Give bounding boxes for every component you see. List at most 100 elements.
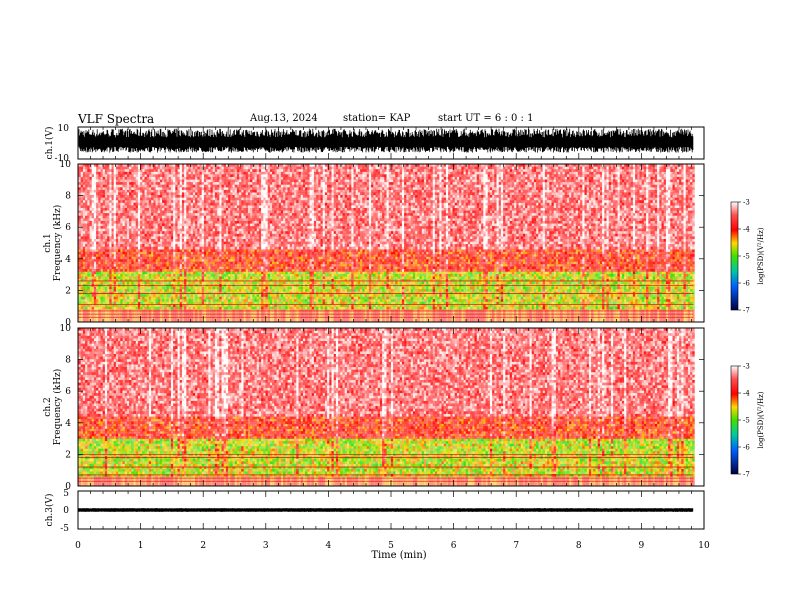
spectrogram-cell	[89, 223, 92, 227]
spectrogram-cell	[98, 195, 101, 198]
spectrogram-cell	[241, 256, 244, 260]
spectrogram-cell	[239, 233, 242, 237]
spectrogram-cell	[234, 244, 238, 247]
spectrogram-cell	[144, 169, 147, 172]
spectrogram-cell	[120, 254, 123, 257]
spectrogram-cell	[135, 223, 139, 227]
spectrogram-cell	[135, 291, 139, 295]
spectrogram-cell	[120, 189, 123, 193]
spectrogram-cell	[256, 271, 260, 275]
spectrogram-cell	[102, 281, 106, 285]
spectrogram-cell	[155, 289, 158, 292]
spectrogram-cell	[254, 202, 257, 206]
spectrogram-cell	[232, 301, 235, 305]
spectrogram-cell	[107, 254, 110, 257]
spectrogram-cell	[126, 281, 130, 285]
spectrogram-cell	[217, 192, 220, 196]
spectrogram-cell	[212, 202, 216, 206]
spectrogram-cell	[82, 271, 86, 275]
spectrogram-cell	[151, 228, 154, 232]
spectrogram-cell	[137, 281, 141, 285]
spectrogram-cell	[131, 249, 134, 252]
spectrogram-cell	[228, 223, 231, 227]
spectrogram-cell	[87, 197, 90, 201]
spectrogram-cell	[214, 169, 218, 172]
spectrogram-cell	[120, 208, 123, 211]
spectrogram-cell	[153, 174, 156, 178]
spectrogram-cell	[157, 215, 161, 219]
spectrogram-cell	[115, 279, 119, 282]
spectrogram-cell	[261, 264, 264, 267]
spectrogram-cell	[89, 249, 92, 252]
spectrogram-cell	[104, 294, 108, 297]
spectrogram-cell	[195, 236, 198, 240]
spectrogram-cell	[137, 269, 141, 272]
spectrogram-cell	[256, 296, 260, 300]
spectrogram-cell	[166, 296, 169, 300]
spectrogram-cell	[137, 296, 141, 300]
spectrogram-cell	[214, 166, 218, 170]
spectrogram-cell	[104, 266, 108, 270]
spectrogram-cell	[96, 246, 99, 250]
spectrogram-cell	[197, 228, 200, 232]
spectrogram-cell	[78, 286, 81, 290]
spectrogram-cell	[208, 289, 211, 292]
spectrogram-cell	[210, 249, 213, 252]
spectrogram-cell	[173, 179, 176, 183]
spectrogram-cell	[188, 187, 191, 191]
spectrogram-cell	[181, 236, 185, 240]
spectrogram-cell	[87, 261, 90, 265]
spectrogram-cell	[107, 171, 110, 175]
spectrogram-cell	[228, 189, 231, 193]
spectrogram-cell	[217, 301, 220, 305]
spectrogram-cell	[228, 233, 231, 237]
spectrogram-cell	[258, 195, 262, 198]
spectrogram-cell	[151, 269, 154, 272]
spectrogram-cell	[170, 208, 174, 211]
spectrogram-cell	[100, 213, 103, 216]
spectrogram-cell	[214, 218, 218, 222]
spectrogram-cell	[210, 220, 213, 224]
spectrogram-cell	[201, 228, 205, 232]
spectrogram-cell	[179, 187, 183, 191]
spectrogram-cell	[252, 299, 255, 302]
spectrogram-cell	[261, 220, 264, 224]
spectrogram-cell	[144, 254, 147, 257]
spectrogram-cell	[85, 197, 88, 201]
spectrogram-cell	[144, 208, 147, 211]
spectrogram-cell	[137, 274, 141, 277]
spectrogram-cell	[157, 251, 161, 255]
spectrogram-cell	[225, 215, 229, 219]
spectrogram-cell	[177, 231, 180, 234]
spectrogram-cell	[173, 164, 176, 167]
spectrogram-cell	[104, 231, 108, 234]
spectrogram-cell	[162, 249, 165, 252]
spectrogram-cell	[107, 215, 110, 219]
spectrogram-cell	[115, 208, 119, 211]
spectrogram-cell	[201, 179, 205, 183]
spectrogram-cell	[181, 208, 185, 211]
spectrogram-cell	[195, 184, 198, 188]
spectrogram-cell	[85, 226, 88, 229]
spectrogram-cell	[192, 236, 196, 240]
spectrogram-cell	[115, 189, 119, 193]
spectrogram-cell	[93, 228, 97, 232]
spectrogram-cell	[219, 296, 222, 300]
spectrogram-cell	[245, 271, 249, 275]
spectrogram-cell	[195, 291, 198, 295]
spectrogram-cell	[162, 192, 165, 196]
spectrogram-cell	[245, 249, 249, 252]
spectrogram-cell	[104, 189, 108, 193]
spectrogram-cell	[179, 279, 183, 282]
spectrogram-cell	[93, 220, 97, 224]
spectrogram-cell	[219, 269, 222, 272]
spectrogram-cell	[208, 197, 211, 201]
spectrogram-cell	[221, 286, 224, 290]
spectrogram-cell	[234, 213, 238, 216]
spectrogram-cell	[87, 309, 90, 322]
spectrogram-cell	[168, 281, 172, 285]
spectrogram-cell	[217, 182, 220, 185]
spectrogram-cell	[228, 208, 231, 211]
spectrogram-cell	[166, 261, 169, 265]
spectrogram-cell	[135, 176, 139, 180]
